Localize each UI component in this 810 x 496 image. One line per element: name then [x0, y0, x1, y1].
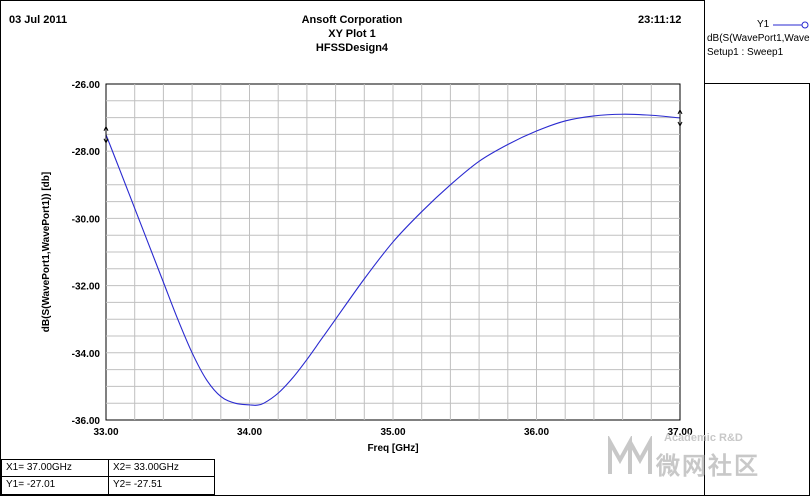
y-axis-label: dB(S(WavePort1,WavePort1)) [db] — [41, 172, 52, 332]
x-tick-label: 36.00 — [524, 427, 549, 438]
watermark-text-2: 微网社区 — [656, 453, 760, 480]
plot-grid — [106, 84, 680, 420]
trace-end-markers — [103, 108, 683, 144]
y-tick-label: -34.00 — [72, 349, 101, 360]
marker-y2: Y2= -27.51 — [113, 479, 163, 490]
x-tick-label: 33.00 — [93, 427, 118, 438]
x-axis-label: Freq [GHz] — [367, 443, 418, 454]
plot-date: 03 Jul 2011 — [9, 14, 68, 26]
marker-x2-point — [103, 125, 109, 144]
plot-title: XY Plot 1 — [328, 28, 376, 40]
y-tick-label: -28.00 — [72, 147, 101, 158]
legend[interactable]: Y1 dB(S(WavePort1,WavePort1)) Setup1 : S… — [704, 0, 810, 84]
legend-line-swatch — [773, 21, 809, 29]
y-tick-label: -36.00 — [72, 416, 101, 427]
legend-trace-id: Y1 — [757, 19, 770, 30]
marker-table[interactable]: X1= 37.00GHz X2= 33.00GHz Y1= -27.01 Y2=… — [1, 459, 215, 495]
legend-panel — [704, 83, 810, 496]
legend-trace-expr: dB(S(WavePort1,WavePort1)) — [707, 33, 810, 44]
design-name: HFSSDesign4 — [315, 42, 389, 54]
watermark-logo-icon — [608, 436, 652, 474]
company-title: Ansoft Corporation — [301, 14, 403, 26]
marker-x1-point — [677, 108, 683, 128]
plot-time: 23:11:12 — [638, 14, 682, 26]
marker-x1: X1= 37.00GHz — [6, 462, 72, 473]
x-tick-label: 34.00 — [237, 427, 262, 438]
y-tick-label: -32.00 — [72, 282, 101, 293]
x-tick-label: 37.00 — [667, 427, 692, 438]
marker-y1: Y1= -27.01 — [6, 479, 56, 490]
y-tick-label: -26.00 — [72, 80, 101, 91]
watermark-text-1: Academic R&D — [664, 432, 743, 444]
legend-setup: Setup1 : Sweep1 — [707, 47, 784, 58]
x-tick-label: 35.00 — [380, 427, 405, 438]
marker-x2: X2= 33.00GHz — [113, 462, 179, 473]
axis-ticks: 33.00 34.00 35.00 36.00 37.00 -26.00 -28.00 -30… — [72, 80, 693, 438]
y-tick-label: -30.00 — [72, 214, 101, 225]
series-line-y1 — [105, 113, 681, 406]
